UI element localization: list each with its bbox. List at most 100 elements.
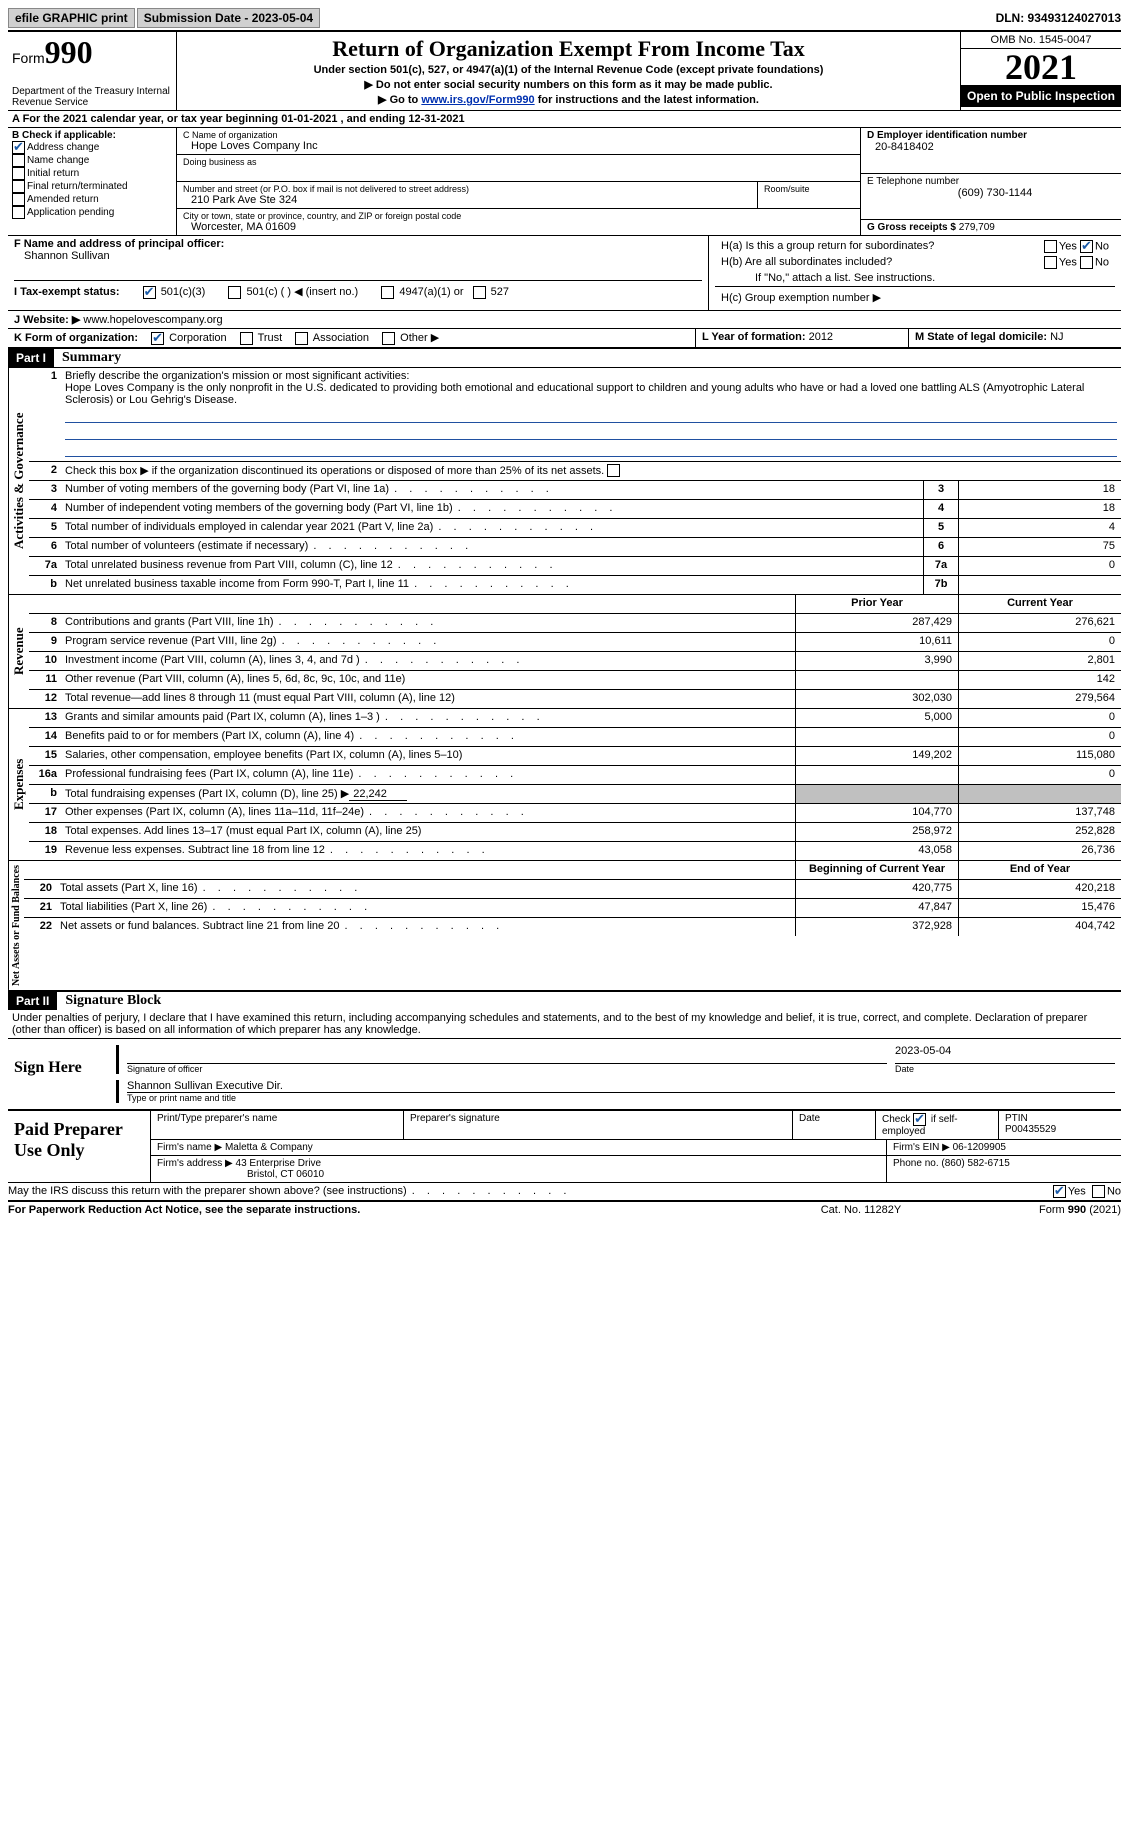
part2-header: Part II Signature Block [8, 990, 1121, 1010]
ein-label: D Employer identification number [867, 130, 1115, 141]
boy-hdr: Beginning of Current Year [795, 861, 958, 879]
l12-current: 279,564 [958, 690, 1121, 708]
footer-right-b: 990 [1068, 1204, 1086, 1216]
revenue-section: Revenue Prior YearCurrent Year 8Contribu… [8, 594, 1121, 708]
row-klm: K Form of organization: Corporation Trus… [8, 328, 1121, 347]
website-value: www.hopelovescompany.org [80, 314, 222, 326]
sig-date-label: Date [895, 1064, 1115, 1074]
website-label: J Website: ▶ [14, 314, 80, 326]
l10-text: Investment income (Part VIII, column (A)… [61, 652, 795, 670]
firm-ein-label: Firm's EIN ▶ [893, 1142, 950, 1153]
lbl-assoc: Association [313, 332, 369, 344]
sign-here-block: Sign Here Signature of officer 2023-05-0… [8, 1039, 1121, 1109]
part1-header: Part I Summary [8, 347, 1121, 367]
firm-name-value: Maletta & Company [225, 1142, 313, 1153]
irs-link[interactable]: www.irs.gov/Form990 [421, 94, 534, 106]
room-label: Room/suite [764, 184, 854, 194]
form-title: Return of Organization Exempt From Incom… [181, 36, 956, 62]
cb-corp[interactable] [151, 332, 164, 345]
l14-prior [795, 728, 958, 746]
l2-text: Check this box ▶ if the organization dis… [65, 465, 604, 477]
cb-l2[interactable] [607, 464, 620, 477]
eoy-hdr: End of Year [958, 861, 1121, 879]
sig-name-val: Shannon Sullivan Executive Dir. [127, 1080, 1115, 1093]
prep-name-label: Print/Type preparer's name [151, 1111, 404, 1139]
dln-label: DLN: 93493124027013 [996, 11, 1121, 25]
sig-officer-label: Signature of officer [127, 1064, 887, 1074]
cb-discuss-no[interactable] [1092, 1185, 1105, 1198]
vtab-revenue: Revenue [8, 595, 29, 708]
lbl-no-2: No [1095, 256, 1109, 268]
discuss-row: May the IRS discuss this return with the… [8, 1182, 1121, 1200]
prep-sig-label: Preparer's signature [404, 1111, 793, 1139]
footer-left: For Paperwork Reduction Act Notice, see … [8, 1204, 761, 1216]
cb-501c3[interactable] [143, 286, 156, 299]
year-formation-label: L Year of formation: [702, 331, 806, 343]
subtitle-1: Under section 501(c), 527, or 4947(a)(1)… [181, 64, 956, 76]
l12-text: Total revenue—add lines 8 through 11 (mu… [61, 690, 795, 708]
cb-ha-no[interactable] [1080, 240, 1093, 253]
efile-label: efile GRAPHIC print [8, 8, 135, 28]
firm-name-label: Firm's name ▶ [157, 1142, 222, 1153]
page-footer: For Paperwork Reduction Act Notice, see … [8, 1200, 1121, 1218]
l1-mission: Hope Loves Company is the only nonprofit… [65, 382, 1084, 406]
cb-hb-no[interactable] [1080, 256, 1093, 269]
row-fh: F Name and address of principal officer:… [8, 235, 1121, 310]
l5-text: Total number of individuals employed in … [61, 519, 923, 537]
dba-label: Doing business as [183, 157, 854, 167]
l16b-text: Total fundraising expenses (Part IX, col… [65, 788, 349, 800]
l11-current: 142 [958, 671, 1121, 689]
prep-date-label: Date [793, 1111, 876, 1139]
cb-discuss-yes[interactable] [1053, 1185, 1066, 1198]
l20-text: Total assets (Part X, line 16) [56, 880, 795, 898]
cb-527[interactable] [473, 286, 486, 299]
sig-name-label: Type or print name and title [127, 1093, 1115, 1103]
footer-mid: Cat. No. 11282Y [761, 1204, 961, 1216]
preparer-title: Paid Preparer Use Only [8, 1111, 151, 1182]
discuss-text: May the IRS discuss this return with the… [8, 1185, 961, 1198]
cb-4947[interactable] [381, 286, 394, 299]
lbl-other: Other ▶ [400, 332, 439, 344]
l6-val: 75 [958, 538, 1121, 556]
l3-text: Number of voting members of the governin… [61, 481, 923, 499]
l17-current: 137,748 [958, 804, 1121, 822]
vtab-activities: Activities & Governance [8, 368, 29, 594]
cb-501c[interactable] [228, 286, 241, 299]
l12-prior: 302,030 [795, 690, 958, 708]
cb-name-change[interactable] [12, 154, 25, 167]
cb-amended[interactable] [12, 193, 25, 206]
subtitle-3: ▶ Go to www.irs.gov/Form990 for instruct… [181, 93, 956, 106]
lbl-final: Final return/terminated [27, 181, 128, 192]
footer-right-c: (2021) [1086, 1204, 1121, 1216]
cb-ha-yes[interactable] [1044, 240, 1057, 253]
cb-initial[interactable] [12, 167, 25, 180]
l18-text: Total expenses. Add lines 13–17 (must eq… [61, 823, 795, 841]
cb-address-change[interactable] [12, 141, 25, 154]
lbl-527: 527 [491, 286, 509, 298]
hb-label: H(b) Are all subordinates included? [721, 256, 892, 268]
form-header: Form990 Department of the Treasury Inter… [8, 30, 1121, 110]
open-to-public: Open to Public Inspection [961, 85, 1121, 107]
firm-phone-label: Phone no. [893, 1158, 939, 1169]
cb-trust[interactable] [240, 332, 253, 345]
cb-final[interactable] [12, 180, 25, 193]
cb-self-employed[interactable] [913, 1113, 926, 1126]
l8-text: Contributions and grants (Part VIII, lin… [61, 614, 795, 632]
street-label: Number and street (or P.O. box if mail i… [183, 184, 751, 194]
cb-other[interactable] [382, 332, 395, 345]
l16b-val: 22,242 [349, 788, 407, 801]
l9-text: Program service revenue (Part VIII, line… [61, 633, 795, 651]
l15-text: Salaries, other compensation, employee b… [61, 747, 795, 765]
l5-val: 4 [958, 519, 1121, 537]
lbl-4947: 4947(a)(1) or [399, 286, 463, 298]
firm-addr-1: 43 Enterprise Drive [236, 1158, 322, 1169]
cb-hb-yes[interactable] [1044, 256, 1057, 269]
cb-app-pending[interactable] [12, 206, 25, 219]
sig-date-val: 2023-05-04 [895, 1045, 1115, 1064]
part1-num: Part I [8, 349, 54, 367]
lbl-app-pending: Application pending [27, 207, 114, 218]
officer-value: Shannon Sullivan [14, 250, 702, 262]
l4-text: Number of independent voting members of … [61, 500, 923, 518]
l16b-shade2 [958, 785, 1121, 803]
cb-assoc[interactable] [295, 332, 308, 345]
